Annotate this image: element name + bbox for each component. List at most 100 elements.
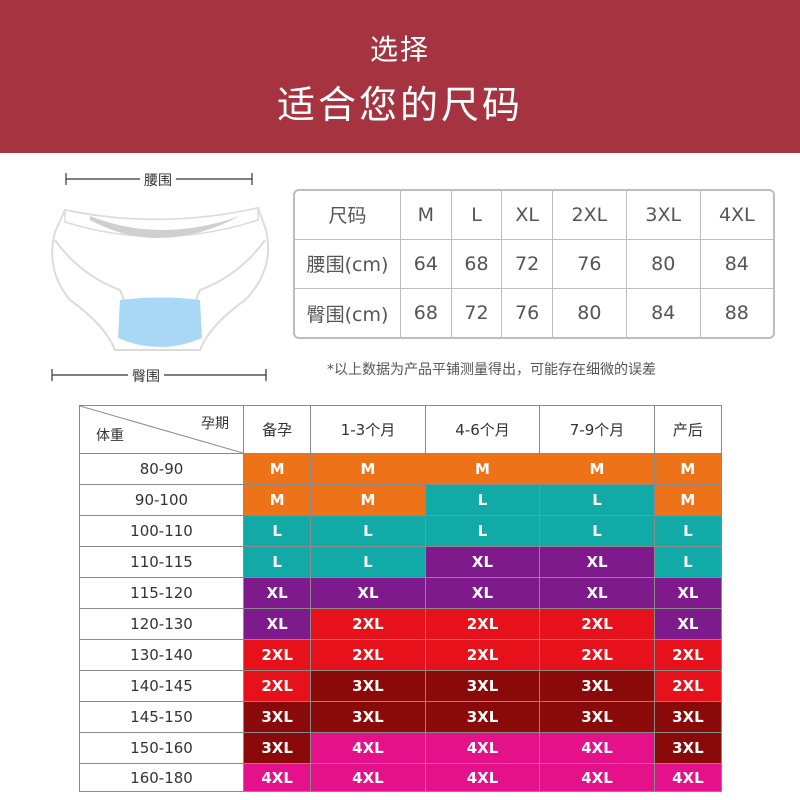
recommended-size-cell: 2XL <box>424 608 541 640</box>
size-chart-cell: 72 <box>450 288 503 337</box>
recommended-size-cell: 3XL <box>653 701 723 733</box>
rec-row: 140-145 2XL 3XL 3XL 3XL 2XL <box>79 670 723 702</box>
recommended-size-cell: 3XL <box>310 670 426 702</box>
recommended-size-cell: M <box>653 484 723 516</box>
recommended-size-cell: L <box>653 546 723 578</box>
recommended-size-cell: 4XL <box>653 763 723 792</box>
size-chart-cell: 80 <box>625 238 701 290</box>
recommended-size-cell: XL <box>653 608 723 640</box>
recommended-size-cell: L <box>242 515 312 547</box>
rec-column-header: 1-3个月 <box>310 405 426 454</box>
weight-range-cell: 100-110 <box>79 515 244 547</box>
size-chart-hip-row: 臀围(cm) 68 72 76 80 84 88 <box>295 288 773 337</box>
body-weight-label: 体重 <box>96 428 124 444</box>
rec-row: 100-110 L L L L L <box>79 515 723 547</box>
size-chart-cell: 68 <box>450 238 503 290</box>
header-banner: 选择 适合您的尺码 <box>0 0 800 153</box>
size-chart-header-cell: 4XL <box>699 191 773 240</box>
recommended-size-cell: L <box>424 484 541 516</box>
recommended-size-cell: XL <box>424 577 541 609</box>
weight-range-cell: 120-130 <box>79 608 244 640</box>
recommended-size-cell: M <box>242 484 312 516</box>
recommended-size-cell: XL <box>539 546 655 578</box>
rec-row: 90-100 M M L L M <box>79 484 723 516</box>
recommended-size-cell: 3XL <box>424 701 541 733</box>
size-chart-cell: 72 <box>501 238 553 290</box>
recommended-size-cell: 3XL <box>539 701 655 733</box>
recommended-size-cell: 3XL <box>653 732 723 764</box>
size-chart-cell: 臀围(cm) <box>295 288 401 337</box>
rec-row: 150-160 3XL 4XL 4XL 4XL 3XL <box>79 732 723 764</box>
briefs-diagram <box>51 173 270 381</box>
recommended-size-cell: 2XL <box>539 639 655 671</box>
rec-column-header: 备孕 <box>242 405 312 454</box>
recommended-size-cell: L <box>424 515 541 547</box>
recommended-size-cell: 2XL <box>653 639 723 671</box>
recommended-size-cell: 4XL <box>424 732 541 764</box>
size-chart-header-row: 尺码 M L XL 2XL 3XL 4XL <box>295 191 773 240</box>
recommended-size-cell: 2XL <box>653 670 723 702</box>
rec-column-header: 7-9个月 <box>539 405 655 454</box>
size-chart-cell: 88 <box>699 288 773 337</box>
recommended-size-cell: 3XL <box>242 732 312 764</box>
recommended-size-cell: L <box>310 546 426 578</box>
recommended-size-cell: XL <box>310 577 426 609</box>
rec-row: 120-130 XL 2XL 2XL 2XL XL <box>79 608 723 640</box>
rec-row: 80-90 M M M M M <box>79 453 723 485</box>
weight-range-cell: 115-120 <box>79 577 244 609</box>
waist-measure-label: 腰围 <box>140 170 176 190</box>
size-chart-cell: 76 <box>551 238 627 290</box>
size-chart-header-cell: XL <box>501 191 553 240</box>
rec-row: 160-180 4XL 4XL 4XL 4XL 4XL <box>79 763 723 792</box>
pregnancy-stage-label: 孕期 <box>201 416 229 432</box>
rec-row: 115-120 XL XL XL XL XL <box>79 577 723 609</box>
rec-corner-cell: 孕期 体重 <box>79 405 244 454</box>
size-chart-cell: 腰围(cm) <box>295 238 401 290</box>
recommended-size-cell: 2XL <box>424 639 541 671</box>
recommended-size-cell: L <box>539 484 655 516</box>
recommended-size-cell: 2XL <box>539 608 655 640</box>
recommended-size-cell: M <box>310 453 426 485</box>
recommended-size-cell: M <box>539 453 655 485</box>
size-chart-waist-row: 腰围(cm) 64 68 72 76 80 84 <box>295 238 773 290</box>
recommended-size-cell: L <box>653 515 723 547</box>
weight-range-cell: 145-150 <box>79 701 244 733</box>
size-chart-cell: 68 <box>400 288 452 337</box>
recommended-size-cell: XL <box>424 546 541 578</box>
rec-row: 110-115 L L XL XL L <box>79 546 723 578</box>
recommended-size-cell: 4XL <box>310 732 426 764</box>
weight-range-cell: 140-145 <box>79 670 244 702</box>
rec-column-header: 4-6个月 <box>424 405 541 454</box>
recommended-size-cell: XL <box>653 577 723 609</box>
size-recommendation-table: 孕期 体重 备孕 1-3个月 4-6个月 7-9个月 产后 80-90 M M M M M… <box>79 405 723 792</box>
rec-header-row: 孕期 体重 备孕 1-3个月 4-6个月 7-9个月 产后 <box>79 405 723 454</box>
weight-range-cell: 80-90 <box>79 453 244 485</box>
size-chart-cell: 64 <box>400 238 452 290</box>
recommended-size-cell: L <box>310 515 426 547</box>
banner-title-line1: 选择 <box>369 33 430 66</box>
size-chart-cell: 84 <box>625 288 701 337</box>
measurement-note: *以上数据为产品平铺测量得出，可能存在细微的误差 <box>327 362 656 378</box>
recommended-size-cell: M <box>653 453 723 485</box>
recommended-size-cell: 4XL <box>539 763 655 792</box>
size-chart-header-cell: 2XL <box>551 191 627 240</box>
recommended-size-cell: XL <box>242 608 312 640</box>
weight-range-cell: 130-140 <box>79 639 244 671</box>
weight-range-cell: 110-115 <box>79 546 244 578</box>
size-chart-header-cell: 3XL <box>625 191 701 240</box>
recommended-size-cell: 4XL <box>539 732 655 764</box>
recommended-size-cell: 2XL <box>242 670 312 702</box>
weight-range-cell: 160-180 <box>79 763 244 792</box>
banner-title-line2: 适合您的尺码 <box>276 83 523 127</box>
size-chart-header-cell: M <box>400 191 452 240</box>
recommended-size-cell: M <box>242 453 312 485</box>
recommended-size-cell: 3XL <box>539 670 655 702</box>
recommended-size-cell: 2XL <box>310 639 426 671</box>
recommended-size-cell: 3XL <box>424 670 541 702</box>
recommended-size-cell: L <box>539 515 655 547</box>
recommended-size-cell: M <box>310 484 426 516</box>
recommended-size-cell: XL <box>242 577 312 609</box>
weight-range-cell: 90-100 <box>79 484 244 516</box>
recommended-size-cell: 3XL <box>242 701 312 733</box>
rec-row: 130-140 2XL 2XL 2XL 2XL 2XL <box>79 639 723 671</box>
